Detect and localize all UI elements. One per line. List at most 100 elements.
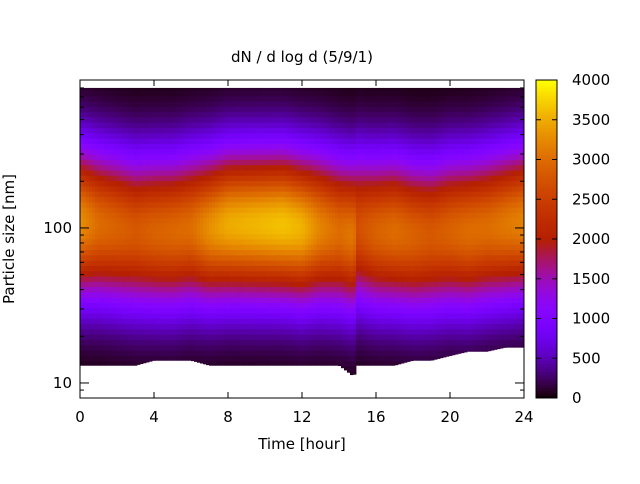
heatmap-cell — [212, 217, 216, 224]
heatmap-cell — [236, 297, 240, 303]
heatmap-cell — [176, 87, 180, 91]
heatmap-cell — [203, 239, 207, 245]
heatmap-cell — [335, 292, 339, 298]
heatmap-cell — [116, 270, 120, 277]
heatmap-cell — [122, 249, 126, 256]
heatmap-cell — [215, 265, 219, 272]
heatmap-cell — [338, 239, 342, 245]
heatmap-cell — [83, 350, 87, 356]
heatmap-cell — [206, 260, 210, 266]
heatmap-cell — [299, 191, 303, 197]
heatmap-cell — [266, 154, 270, 160]
heatmap-cell — [248, 196, 252, 203]
heatmap-cell — [143, 148, 147, 155]
heatmap-cell — [173, 170, 177, 176]
heatmap-cell — [260, 111, 264, 118]
heatmap-cell — [320, 233, 324, 240]
heatmap-cell — [323, 95, 327, 102]
heatmap-cell — [308, 87, 312, 91]
heatmap-cell — [272, 201, 276, 208]
heatmap-cell — [224, 260, 228, 266]
heatmap-cell — [149, 87, 153, 91]
heatmap-cell — [188, 111, 192, 118]
heatmap-cell — [128, 154, 132, 160]
heatmap-cell — [230, 143, 234, 150]
heatmap-cell — [248, 164, 252, 171]
heatmap-cell — [185, 87, 189, 91]
heatmap-cell — [314, 101, 318, 107]
heatmap-cell — [278, 292, 282, 298]
heatmap-cell — [245, 286, 249, 293]
heatmap-cell — [113, 323, 117, 330]
heatmap-cell — [362, 318, 366, 325]
heatmap-cell — [104, 148, 108, 155]
heatmap-cell — [269, 127, 273, 134]
heatmap-cell — [92, 254, 96, 261]
heatmap-cell — [215, 276, 219, 282]
heatmap-cell — [164, 302, 168, 309]
heatmap-cell — [239, 148, 243, 155]
heatmap-cell — [191, 323, 195, 330]
heatmap-cell — [218, 154, 222, 160]
heatmap-cell — [113, 148, 117, 155]
heatmap-cell — [281, 133, 285, 139]
heatmap-cell — [224, 345, 228, 351]
heatmap-cell — [203, 201, 207, 208]
heatmap-cell — [251, 154, 255, 160]
heatmap-cell — [89, 87, 93, 91]
heatmap-cell — [86, 345, 90, 351]
heatmap-cell — [293, 323, 297, 330]
heatmap-cell — [263, 249, 267, 256]
heatmap-cell — [242, 270, 246, 277]
heatmap-cell — [242, 217, 246, 224]
heatmap-cell — [239, 175, 243, 182]
heatmap-cell — [167, 307, 171, 314]
heatmap-cell — [308, 164, 312, 171]
heatmap-cell — [209, 175, 213, 182]
heatmap-cell — [176, 318, 180, 325]
heatmap-cell — [251, 260, 255, 266]
heatmap-cell — [308, 95, 312, 102]
heatmap-cell — [158, 254, 162, 261]
heatmap-cell — [113, 106, 117, 113]
heatmap-cell — [293, 297, 297, 303]
heatmap-cell — [290, 87, 294, 91]
heatmap-cell — [176, 164, 180, 171]
heatmap-cell — [173, 350, 177, 356]
heatmap-cell — [320, 212, 324, 219]
heatmap-cell — [116, 318, 120, 325]
heatmap-cell — [173, 223, 177, 229]
heatmap-cell — [182, 122, 186, 129]
heatmap-cell — [158, 249, 162, 256]
heatmap-cell — [83, 228, 87, 235]
heatmap-cell — [260, 329, 264, 335]
heatmap-cell — [350, 360, 354, 367]
heatmap-cell — [113, 191, 117, 197]
heatmap-cell — [158, 313, 162, 319]
heatmap-cell — [356, 106, 360, 113]
heatmap-cell — [197, 196, 201, 203]
heatmap-cell — [227, 154, 231, 160]
heatmap-cell — [209, 143, 213, 150]
heatmap-cell — [308, 254, 312, 261]
heatmap-cell — [185, 307, 189, 314]
heatmap-cell — [305, 297, 309, 303]
heatmap-cell — [119, 286, 123, 293]
heatmap-cell — [284, 355, 288, 362]
heatmap-cell — [146, 217, 150, 224]
heatmap-cell — [326, 355, 330, 362]
heatmap-cell — [353, 276, 357, 282]
heatmap-cell — [80, 297, 84, 303]
heatmap-cell — [152, 334, 156, 341]
heatmap-cell — [173, 159, 177, 166]
heatmap-cell — [284, 350, 288, 356]
heatmap-cell — [242, 323, 246, 330]
heatmap-cell — [101, 260, 105, 266]
heatmap-cell — [86, 334, 90, 341]
heatmap-cell — [83, 180, 87, 187]
heatmap-cell — [167, 191, 171, 197]
heatmap-cell — [185, 254, 189, 261]
heatmap-cell — [80, 239, 84, 245]
heatmap-cell — [131, 170, 135, 176]
heatmap-cell — [119, 355, 123, 362]
